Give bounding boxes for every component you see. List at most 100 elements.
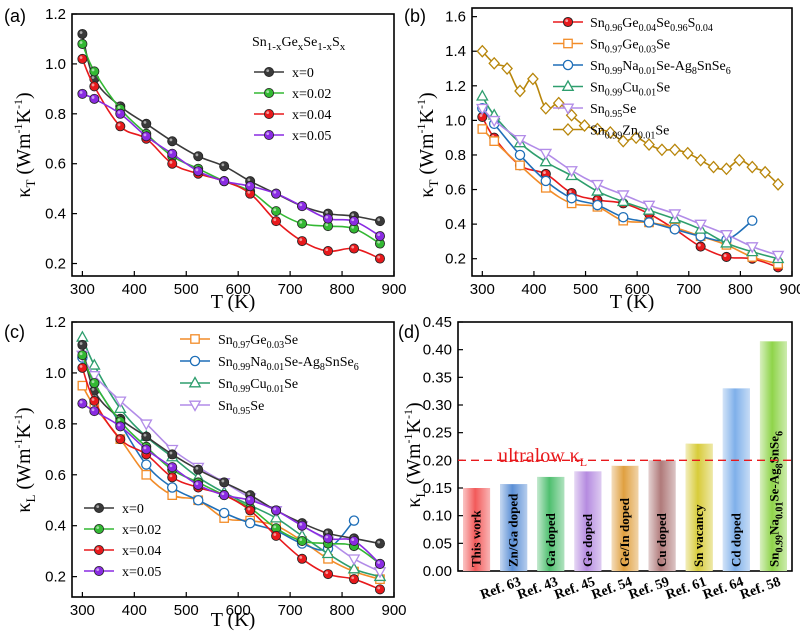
panel-b-point-sn0-99zn0-01se-548 xyxy=(604,126,617,139)
panel-a-point-x-0-423 xyxy=(141,118,152,129)
panel-c-point-sn0-95se-823 xyxy=(347,554,361,566)
panel-c-legend-marker-sn0-99na0-01se-ag8snse6 xyxy=(189,355,201,367)
panel-b-ytick-label-0.4: 0.4 xyxy=(445,216,466,233)
panel-a-point-x-0-05-773 xyxy=(323,213,334,224)
panel-b-point-sn0-99na0-01se-ag8snse6-673 xyxy=(669,224,681,235)
panel-a-line-x-0-04 xyxy=(81,58,381,260)
panel-b-series-sn0-99zn0-01se xyxy=(476,44,784,191)
panel-b-point-sn0-99zn0-01se-673 xyxy=(668,143,681,157)
panel-a-point-x-0-05-300 xyxy=(77,88,88,99)
panel-c-legend-label-sn0-99cu0-01se: Sn0.99Cu0.01Se xyxy=(218,377,298,395)
panel-c-legend-label-x-0-05: x=0.05 xyxy=(122,565,161,580)
panel-c-legend-item-sn0-99cu0-01se: Sn0.99Cu0.01Se xyxy=(180,376,298,395)
panel-c-point-x-0-573 xyxy=(219,477,230,488)
panel-c-series xyxy=(76,330,387,595)
panel-c-xtick-label-600: 600 xyxy=(226,602,251,619)
panel-a-legend-label-x-0-05: x=0.05 xyxy=(292,129,331,144)
panel-a-legend-title: Sn1-xGexSe1-xSx xyxy=(252,35,346,53)
panel-b-label: (b) xyxy=(404,6,426,26)
panel-d-bar-label-cu-doped: Cu doped xyxy=(654,512,669,567)
panel-c-legend-item-sn0-99na0-01se-ag8snse6: Sn0.99Na0.01Se-Ag8SnSe6 xyxy=(180,355,359,373)
panel-a-point-x-0-04-823 xyxy=(349,243,360,254)
panel-b-point-sn0-99na0-01se-ag8snse6-623 xyxy=(643,217,655,228)
panel-a-ylabel: κT (Wm-1K-1) xyxy=(11,92,38,197)
panel-b-legend-label-sn0-97ge0-03se: Sn0.97Ge0.03Se xyxy=(590,38,670,56)
panel-c-point-sn0-97ge0-03se-300 xyxy=(77,380,88,391)
panel-b-xtick-label-600: 600 xyxy=(625,281,650,298)
panel-c-xtick-label-800: 800 xyxy=(330,602,355,619)
panel-c: (c) 300 400 500 600 700 800 900 0.2 0.4 0.6 0.8 1.0… xyxy=(4,314,407,631)
panel-a-point-x-0-473 xyxy=(167,136,178,147)
panel-b-ylabel: κT (Wm-1K-1) xyxy=(414,92,441,197)
panel-b-point-sn0-97ge0-03se-300 xyxy=(477,124,488,134)
panel-c-legend-marker-x-0-05 xyxy=(94,566,105,577)
panel-d-ytick-label-0.2: 0.20 xyxy=(423,452,452,469)
panel-b-legend-marker-sn0-96ge0-04se0-96s0-04 xyxy=(562,16,574,28)
panel-a-legend-label-x-0-02: x=0.02 xyxy=(292,87,331,102)
panel-b-frame xyxy=(471,7,793,277)
panel-c-point-x-0-04-623 xyxy=(245,505,256,516)
panel-b-ytick-label-1.6: 1.6 xyxy=(445,9,466,26)
panel-c-point-x-0-473 xyxy=(167,449,178,460)
panel-a-point-x-0-05-523 xyxy=(193,166,204,177)
panel-c-xlabel: T (K) xyxy=(211,609,256,631)
panel-c-point-sn0-99na0-01se-ag8snse6-573 xyxy=(218,507,230,519)
panel-c-point-x-0-05-623 xyxy=(245,495,256,506)
panel-b-point-sn0-99na0-01se-ag8snse6-373 xyxy=(514,149,526,161)
panel-d-ytick-label-0.45: 0.45 xyxy=(423,314,452,331)
panel-b-point-sn0-99na0-01se-ag8snse6-573 xyxy=(617,211,629,223)
panel-b-ytick-label-1.2: 1.2 xyxy=(445,78,466,95)
panel-a-xlabel: T (K) xyxy=(211,291,256,313)
panel-b-point-sn0-99zn0-01se-748 xyxy=(707,160,720,174)
panel-b-legend-label-sn0-99na0-01se-ag8snse6: Sn0.99Na0.01Se-Ag8SnSe6 xyxy=(590,59,731,77)
panel-a-point-x-0-02-323 xyxy=(89,66,100,77)
panel-a-point-x-0-300 xyxy=(77,28,88,39)
panel-a-point-x-0-04-373 xyxy=(115,121,126,132)
panel-b-point-sn0-99zn0-01se-773 xyxy=(720,162,733,176)
panel-c-point-x-0-05-573 xyxy=(219,490,230,501)
panel-c-ylabel: κL (Wm-1K-1) xyxy=(11,407,38,512)
panel-b-legend-item-sn0-96ge0-04se0-96s0-04: Sn0.96Ge0.04Se0.96S0.04 xyxy=(553,16,713,34)
panel-b-point-sn0-99cu0-01se-300 xyxy=(476,89,489,101)
panel-d-bar-label-ge-in-doped: Ge/In doped xyxy=(617,497,632,567)
panel-b-point-sn0-95se-473 xyxy=(565,166,578,178)
panel-c-legend-marker-x-0-04 xyxy=(94,545,105,556)
panel-d-ytick-label-0: 0.00 xyxy=(423,563,452,580)
panel-c-point-x-0-04-473 xyxy=(167,472,178,483)
panel-c-legend-label-sn0-97ge0-03se: Sn0.97Ge0.03Se xyxy=(218,333,298,351)
panel-b-series xyxy=(476,44,785,273)
panel-a-point-x-0-04-673 xyxy=(271,216,282,227)
panel-b-legend-item-sn0-97ge0-03se: Sn0.97Ge0.03Se xyxy=(553,38,670,56)
panel-b-point-sn0-99zn0-01se-873 xyxy=(772,177,784,191)
panel-a-ytick-label-0.8: 0.8 xyxy=(45,106,66,123)
panel-c-legend-item-x-0-05: x=0.05 xyxy=(84,565,161,580)
panel-b-legend-label-sn0-99cu0-01se: Sn0.99Cu0.01Se xyxy=(590,81,670,99)
panel-c-point-sn0-99cu0-01se-773 xyxy=(321,546,335,559)
panel-c-xtick-label-500: 500 xyxy=(174,602,199,619)
panel-b-line-sn0-99cu0-01se xyxy=(481,95,779,260)
panel-c-point-x-0-02-300 xyxy=(77,350,88,361)
panel-b-point-sn0-95se-773 xyxy=(720,230,733,242)
panel-c-xtick-label-400: 400 xyxy=(122,602,147,619)
panel-c-legend-item-sn0-95se: Sn0.95Se xyxy=(180,399,264,417)
panel-c-legend-label-x-0-02: x=0.02 xyxy=(122,523,161,538)
panel-d-bar-label-ga-doped: Ga doped xyxy=(543,512,558,567)
panel-a-line-x-0 xyxy=(81,33,381,222)
panel-a-legend-item-x-0: x=0 xyxy=(254,66,314,81)
panel-b-xtick-label-400: 400 xyxy=(521,281,546,298)
panel-b-point-sn0-95se-573 xyxy=(616,190,630,202)
panel-b-point-sn0-99na0-01se-ag8snse6-523 xyxy=(592,199,603,211)
panel-a-legend-item-x-0-04: x=0.04 xyxy=(254,108,331,123)
panel-c-legend-marker-x-0 xyxy=(94,502,105,513)
panel-b-point-sn0-99zn0-01se-498 xyxy=(578,119,591,133)
panel-a-point-x-0-05-473 xyxy=(167,148,178,159)
panel-c-ytick-label-0.6: 0.6 xyxy=(45,467,66,484)
panel-c-point-sn0-99na0-01se-ag8snse6-823 xyxy=(348,515,360,526)
panel-a-point-x-0-02-300 xyxy=(77,38,88,49)
panel-b-point-sn0-95se-823 xyxy=(745,242,759,254)
panel-c-point-x-0-04-773 xyxy=(323,569,334,580)
panel-d-ytick-label-0.35: 0.35 xyxy=(423,369,452,386)
panel-c-point-sn0-95se-373 xyxy=(113,396,127,408)
panel-b-point-sn0-95se-300 xyxy=(476,103,489,116)
